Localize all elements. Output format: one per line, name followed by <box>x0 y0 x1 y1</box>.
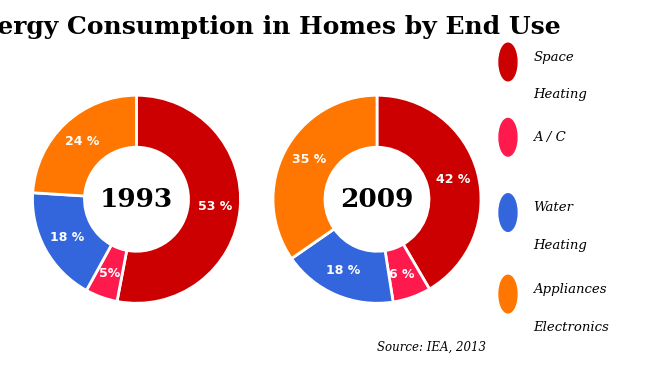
Text: Appliances: Appliances <box>534 283 607 296</box>
Wedge shape <box>292 229 393 303</box>
Circle shape <box>499 194 517 231</box>
Text: 6 %: 6 % <box>389 268 414 281</box>
Circle shape <box>499 43 517 81</box>
Wedge shape <box>377 95 481 289</box>
Wedge shape <box>86 245 127 301</box>
Text: A / C: A / C <box>534 131 566 144</box>
Text: Heating: Heating <box>534 239 587 252</box>
Text: 18 %: 18 % <box>326 264 361 277</box>
Text: 18 %: 18 % <box>50 231 84 244</box>
Text: 42 %: 42 % <box>436 173 471 186</box>
Circle shape <box>499 118 517 156</box>
Wedge shape <box>32 95 136 196</box>
Circle shape <box>499 275 517 313</box>
Text: 53 %: 53 % <box>198 200 232 213</box>
Text: 24 %: 24 % <box>65 135 99 148</box>
Wedge shape <box>32 193 111 290</box>
Text: Heating: Heating <box>534 89 587 101</box>
Wedge shape <box>117 95 240 303</box>
Wedge shape <box>385 244 430 302</box>
Text: Electronics: Electronics <box>534 321 609 334</box>
Text: Source: IEA, 2013: Source: IEA, 2013 <box>377 341 486 354</box>
Text: 2009: 2009 <box>341 187 413 212</box>
Text: 35 %: 35 % <box>292 152 326 166</box>
Text: Space: Space <box>534 51 574 64</box>
Text: Water: Water <box>534 201 573 214</box>
Wedge shape <box>273 95 377 259</box>
Text: Energy Consumption in Homes by End Use: Energy Consumption in Homes by End Use <box>0 15 560 39</box>
Text: 5%: 5% <box>99 267 120 280</box>
Text: 1993: 1993 <box>100 187 173 212</box>
